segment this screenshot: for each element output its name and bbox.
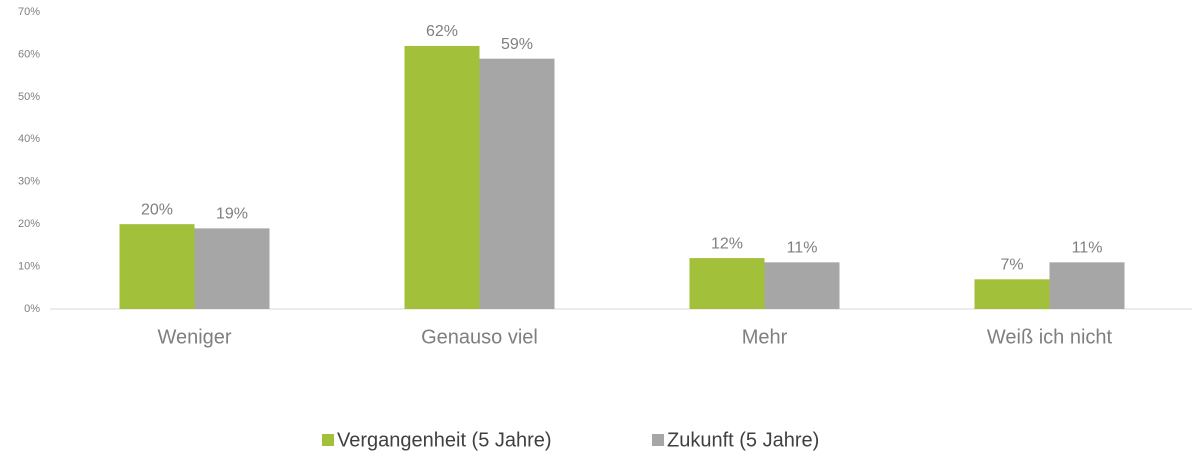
x-tick-label: Mehr: [742, 326, 788, 348]
bar: [764, 262, 840, 309]
bar: [479, 58, 555, 309]
y-tick-label: 40%: [18, 133, 40, 145]
y-tick-label: 70%: [18, 6, 40, 18]
bar: [1049, 262, 1125, 309]
value-label: 62%: [426, 23, 458, 40]
value-label: 20%: [141, 201, 173, 218]
x-tick-label: Weiß ich nicht: [987, 326, 1113, 348]
legend-label: Vergangenheit (5 Jahre): [337, 429, 552, 451]
bar: [194, 228, 270, 309]
y-tick-label: 20%: [18, 218, 40, 230]
bar: [974, 279, 1050, 309]
value-label: 59%: [501, 36, 533, 53]
y-tick-label: 0%: [24, 303, 40, 315]
value-label: 19%: [216, 206, 248, 223]
legend-label: Zukunft (5 Jahre): [667, 429, 819, 451]
x-tick-label: Genauso viel: [421, 326, 538, 348]
y-tick-label: 10%: [18, 260, 40, 272]
value-label: 12%: [711, 235, 743, 252]
bar: [119, 224, 195, 309]
y-tick-label: 30%: [18, 176, 40, 188]
x-tick-label: Weniger: [157, 326, 231, 348]
bar: [404, 45, 480, 309]
value-label: 11%: [1072, 240, 1103, 257]
legend-swatch: [322, 434, 334, 446]
bar: [689, 258, 765, 309]
y-tick-label: 50%: [18, 91, 40, 103]
value-label: 11%: [787, 240, 818, 257]
legend-swatch: [652, 434, 664, 446]
y-tick-label: 60%: [18, 48, 40, 60]
value-label: 7%: [1000, 257, 1023, 274]
